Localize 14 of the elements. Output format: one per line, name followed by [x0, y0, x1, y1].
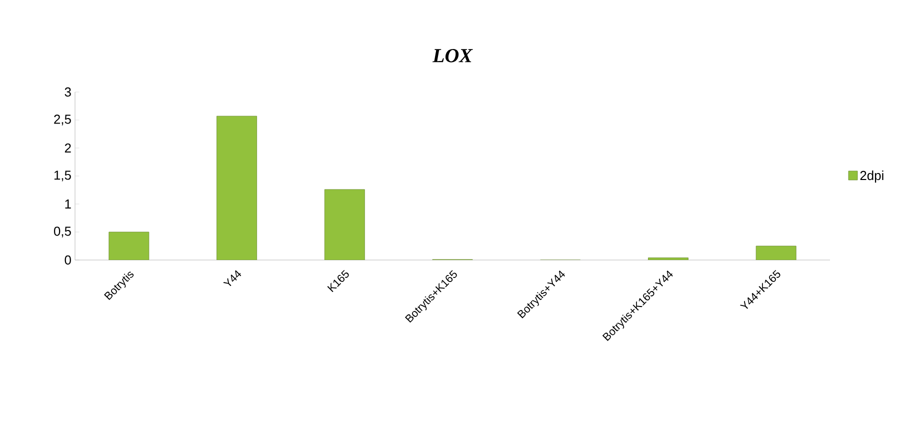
chart-title: LOX — [432, 48, 473, 62]
bar — [324, 189, 365, 260]
y-tick-label: 2,5 — [54, 114, 71, 126]
x-tick-label: Y44 — [223, 270, 242, 286]
y-tick-label: 0 — [64, 255, 71, 265]
bar — [216, 116, 257, 260]
legend-label: 2dpi — [860, 170, 884, 183]
y-tick-label: 2 — [64, 143, 71, 153]
bar — [108, 232, 150, 260]
y-tick-label: 3 — [64, 87, 71, 97]
y-tick-label: 1,5 — [54, 170, 71, 182]
y-tick-label: 1 — [65, 200, 71, 208]
bar — [756, 246, 796, 260]
y-tick-label: 0,5 — [54, 226, 71, 238]
